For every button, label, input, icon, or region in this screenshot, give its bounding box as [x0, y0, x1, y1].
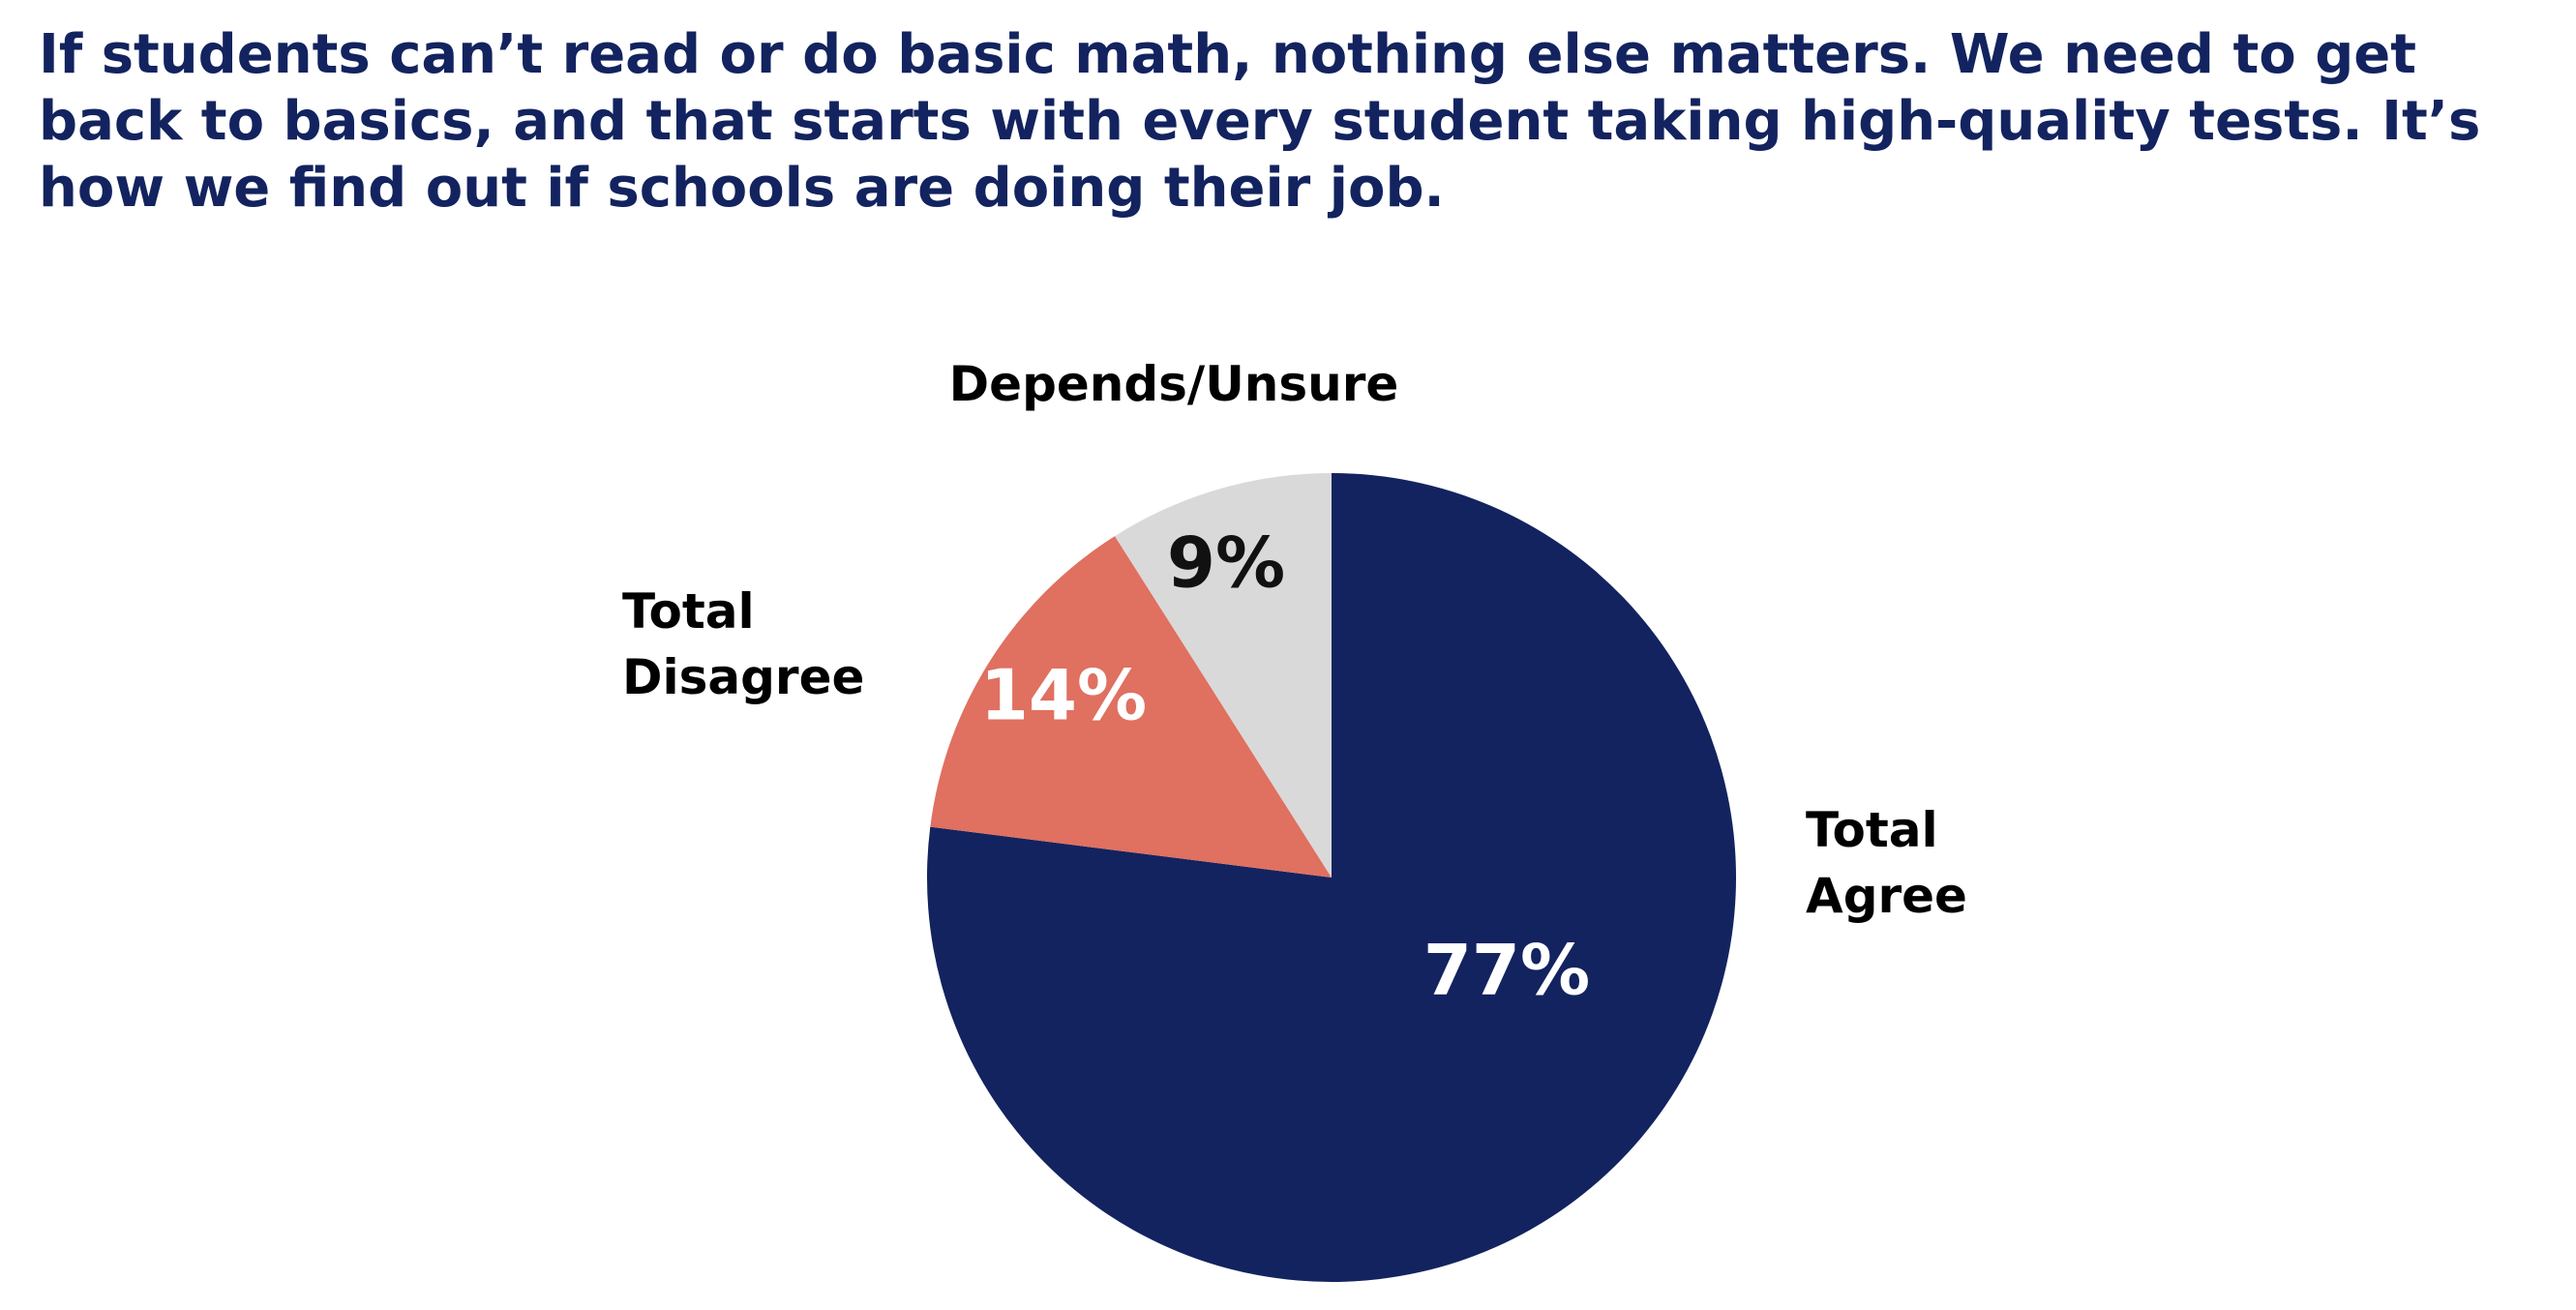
value-label: 9%: [1167, 522, 1285, 604]
category-label: Total Disagree: [622, 583, 864, 705]
value-label: 14%: [980, 655, 1147, 736]
category-label: Depends/Unsure: [949, 356, 1399, 412]
chart-title: If students can’t read or do basic math,…: [39, 23, 2481, 220]
pie-slice: [930, 536, 1332, 878]
pie-slice: [1115, 473, 1332, 878]
value-label: 77%: [1423, 930, 1590, 1011]
category-label: Total Agree: [1806, 802, 1967, 924]
